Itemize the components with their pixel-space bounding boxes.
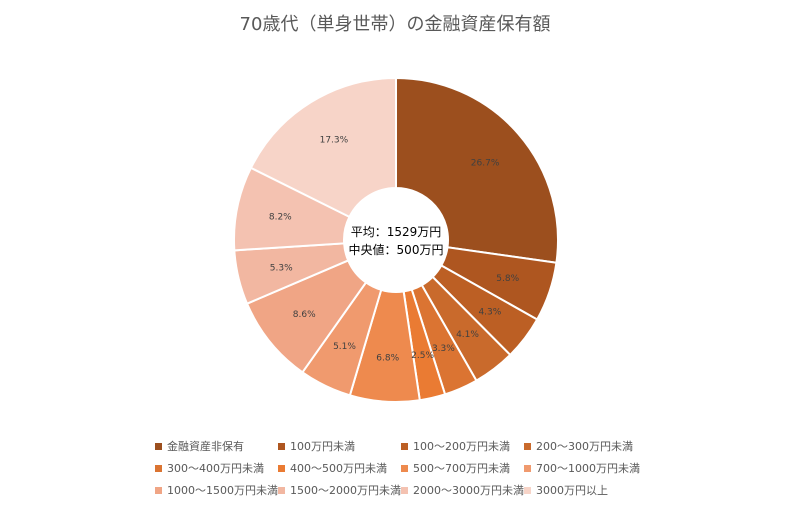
- legend-swatch: [524, 464, 531, 472]
- slice-label-2: 5.8%: [496, 274, 519, 284]
- legend-item-4: 200〜300万円未満: [524, 438, 647, 454]
- legend-swatch: [524, 486, 531, 494]
- slice-label-9: 8.6%: [293, 310, 316, 320]
- legend-item-5: 300〜400万円未満: [155, 460, 278, 476]
- legend-label: 1000〜1500万円未満: [167, 484, 278, 497]
- legend-swatch: [401, 486, 408, 494]
- chart-title: 70歳代（単身世帯）の金融資産保有額: [239, 14, 551, 35]
- legend-item-3: 100〜200万円未満: [401, 438, 524, 454]
- legend-item-12: 3000万円以上: [524, 482, 647, 498]
- legend-label: 1500〜2000万円未満: [290, 484, 401, 497]
- legend-swatch: [278, 486, 285, 494]
- slice-label-6: 2.5%: [411, 351, 434, 361]
- legend-swatch: [155, 442, 162, 450]
- legend-label: 700〜1000万円未満: [536, 462, 640, 475]
- slice-label-11: 8.2%: [269, 213, 292, 223]
- legend-swatch: [401, 464, 408, 472]
- slice-12: [249, 76, 397, 219]
- legend-label: 200〜300万円未満: [536, 440, 633, 453]
- legend-label: 500〜700万円未満: [413, 462, 510, 475]
- legend-label: 3000万円以上: [536, 484, 608, 497]
- legend-label: 100〜200万円未満: [413, 440, 510, 453]
- slice-label-1: 26.7%: [471, 159, 500, 169]
- legend-swatch: [278, 442, 285, 450]
- center-median-text: 中央値：500万円: [349, 242, 444, 257]
- legend-item-8: 700〜1000万円未満: [524, 460, 647, 476]
- slice-label-3: 4.3%: [478, 308, 501, 318]
- legend-label: 300〜400万円未満: [167, 462, 264, 475]
- legend-label: 100万円未満: [290, 440, 355, 453]
- slice-label-5: 3.3%: [432, 344, 455, 354]
- legend-item-9: 1000〜1500万円未満: [155, 482, 278, 498]
- legend-swatch: [155, 464, 162, 472]
- legend-label: 2000〜3000万円未満: [413, 484, 524, 497]
- legend-swatch: [278, 464, 285, 472]
- legend-item-2: 100万円未満: [278, 438, 401, 454]
- legend-item-11: 2000〜3000万円未満: [401, 482, 524, 498]
- legend-swatch: [524, 442, 531, 450]
- slice-label-7: 6.8%: [376, 354, 399, 364]
- legend-label: 金融資産非保有: [167, 440, 244, 453]
- center-average-text: 平均：1529万円: [351, 225, 442, 239]
- legend-item-1: 金融資産非保有: [155, 438, 278, 454]
- slice-label-8: 5.1%: [333, 342, 356, 352]
- legend: 金融資産非保有 100万円未満 100〜200万円未満 200〜300万円未満 300〜…: [155, 438, 675, 498]
- slice-label-12: 17.3%: [320, 136, 349, 146]
- legend-item-10: 1500〜2000万円未満: [278, 482, 401, 498]
- slice-label-4: 4.1%: [456, 330, 479, 340]
- legend-swatch: [155, 486, 162, 494]
- legend-item-6: 400〜500万円未満: [278, 460, 401, 476]
- slice-label-10: 5.3%: [270, 263, 293, 273]
- legend-swatch: [401, 442, 408, 450]
- legend-label: 400〜500万円未満: [290, 462, 387, 475]
- legend-item-7: 500〜700万円未満: [401, 460, 524, 476]
- slice-1: [395, 76, 559, 264]
